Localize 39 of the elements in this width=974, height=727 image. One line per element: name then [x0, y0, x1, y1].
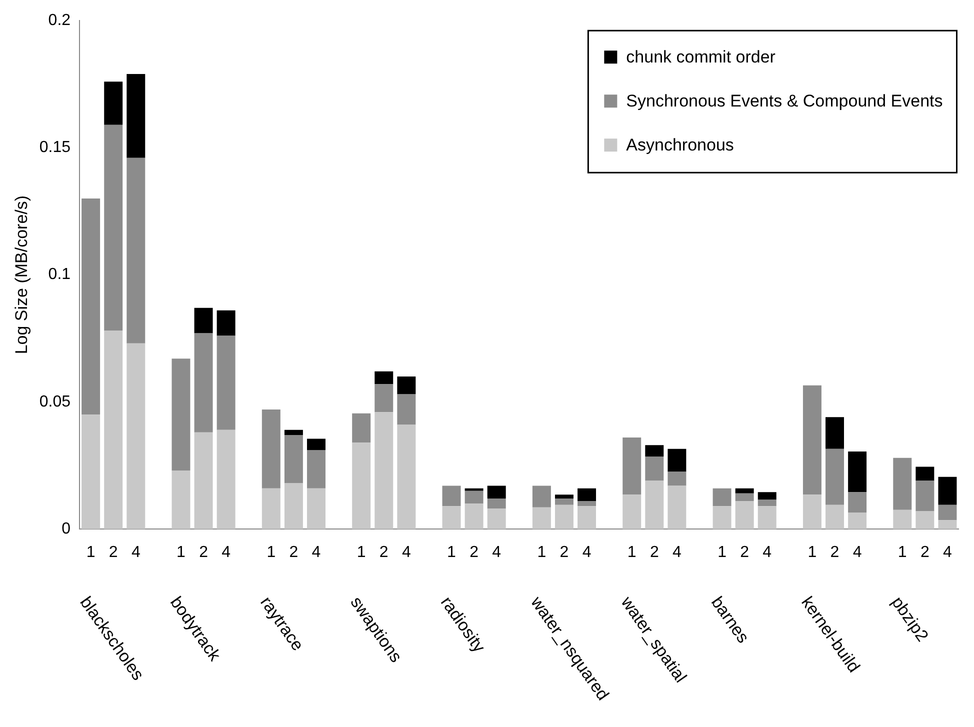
x-tick-label: 2	[379, 544, 388, 562]
x-tick-label: 4	[672, 544, 682, 562]
x-tick-label: 2	[740, 544, 750, 562]
y-tick-label: 0.15	[39, 139, 71, 156]
y-axis-title: Log Size (MB/core/s)	[12, 195, 31, 354]
x-tick-label: 2	[199, 544, 208, 562]
x-tick-label: 2	[470, 544, 479, 562]
x-tick-label: 4	[943, 544, 952, 562]
y-tick-label: 0.05	[39, 393, 71, 410]
legend-label: Asynchronous	[626, 135, 734, 154]
x-tick-label: 1	[86, 544, 96, 562]
x-tick-label: 1	[176, 544, 186, 562]
x-tick-label: 4	[762, 544, 772, 562]
x-tick-label: 2	[560, 544, 569, 562]
x-tick-label: 4	[852, 544, 862, 562]
x-tick-label: 1	[447, 544, 456, 562]
x-tick-label: 4	[582, 544, 592, 562]
x-tick-label: 2	[920, 544, 930, 562]
x-tick-label: 2	[108, 544, 118, 562]
legend-label: chunk commit order	[626, 47, 776, 66]
x-tick-label: 1	[718, 544, 727, 562]
x-tick-label: 2	[830, 544, 840, 562]
legend-label: Synchronous Events & Compound Events	[626, 91, 943, 110]
x-tick-label: 4	[222, 544, 231, 562]
x-tick-label: 4	[312, 544, 321, 562]
x-tick-label: 2	[289, 544, 298, 562]
y-tick-label: 0	[62, 520, 71, 538]
x-tick-label: 1	[627, 544, 636, 562]
x-tick-label: 4	[131, 544, 140, 562]
x-tick-label: 1	[266, 544, 276, 562]
x-tick-label: 1	[537, 544, 546, 562]
x-tick-label: 1	[898, 544, 907, 562]
x-tick-label: 4	[402, 544, 411, 562]
x-tick-label: 4	[492, 544, 502, 562]
x-tick-label: 1	[808, 544, 817, 562]
x-tick-label: 1	[356, 544, 366, 562]
y-tick-label: 0.2	[48, 12, 71, 30]
x-tick-label: 2	[650, 544, 659, 562]
y-tick-label: 0.1	[48, 266, 71, 284]
